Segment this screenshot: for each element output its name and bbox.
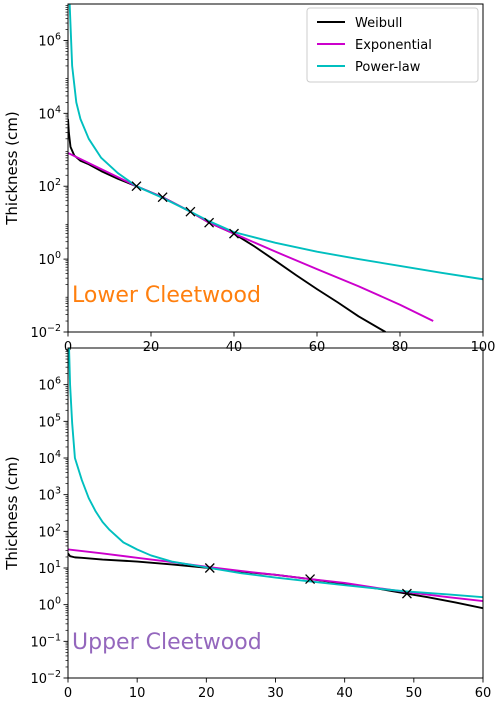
panel-label: Lower Cleetwood <box>72 283 261 308</box>
data-marker <box>204 217 215 228</box>
data-marker <box>185 206 196 217</box>
y-tick-label: 104 <box>38 449 61 467</box>
plot-frame <box>67 347 484 679</box>
x-tick-label: 30 <box>267 686 284 701</box>
legend-label-power-law: Power-law <box>355 60 421 75</box>
y-tick-label: 102 <box>38 522 61 540</box>
series-line-weibull <box>68 552 483 610</box>
data-marker <box>401 588 412 599</box>
x-tick-label: 40 <box>336 686 353 701</box>
y-tick-label: 103 <box>38 486 61 504</box>
y-tick-label: 106 <box>38 31 61 49</box>
data-marker <box>229 228 239 239</box>
y-tick-label: 101 <box>38 559 61 577</box>
x-tick-label: 50 <box>406 686 423 701</box>
x-tick-label: 10 <box>129 686 146 701</box>
y-tick-label: 104 <box>38 104 61 122</box>
y-tick-label: 10−2 <box>30 669 61 687</box>
data-marker <box>204 563 215 573</box>
x-tick-label: 0 <box>64 686 72 701</box>
data-marker <box>131 181 142 192</box>
y-axis-label: Thickness (cm) <box>3 456 21 570</box>
series-line-power-law <box>68 348 483 599</box>
y-tick-label: 102 <box>38 177 61 195</box>
y-tick-label: 105 <box>38 412 61 430</box>
legend: Weibull Exponential Power-law <box>306 7 479 83</box>
data-marker <box>157 192 168 203</box>
plot-frame <box>67 3 484 333</box>
y-tick-label: 106 <box>38 376 61 394</box>
y-tick-label: 100 <box>38 250 61 268</box>
x-tick-label: 20 <box>198 686 215 701</box>
series-line-power-law <box>68 4 483 281</box>
x-tick-label: 60 <box>475 686 492 701</box>
y-tick-label: 10−1 <box>30 632 61 650</box>
legend-box <box>306 7 479 83</box>
y-axis-label: Thickness (cm) <box>3 111 21 225</box>
legend-label-weibull: Weibull <box>355 16 402 31</box>
panel-label: Upper Cleetwood <box>72 630 262 655</box>
legend-label-exponential: Exponential <box>355 38 432 53</box>
y-tick-label: 10−2 <box>30 323 61 341</box>
data-marker <box>305 574 316 584</box>
y-tick-label: 100 <box>38 596 61 614</box>
chart-panel-2: 10−2 10−1 100 101 102 103 104 105 106 0 10 20 30 40 50… <box>3 347 492 701</box>
